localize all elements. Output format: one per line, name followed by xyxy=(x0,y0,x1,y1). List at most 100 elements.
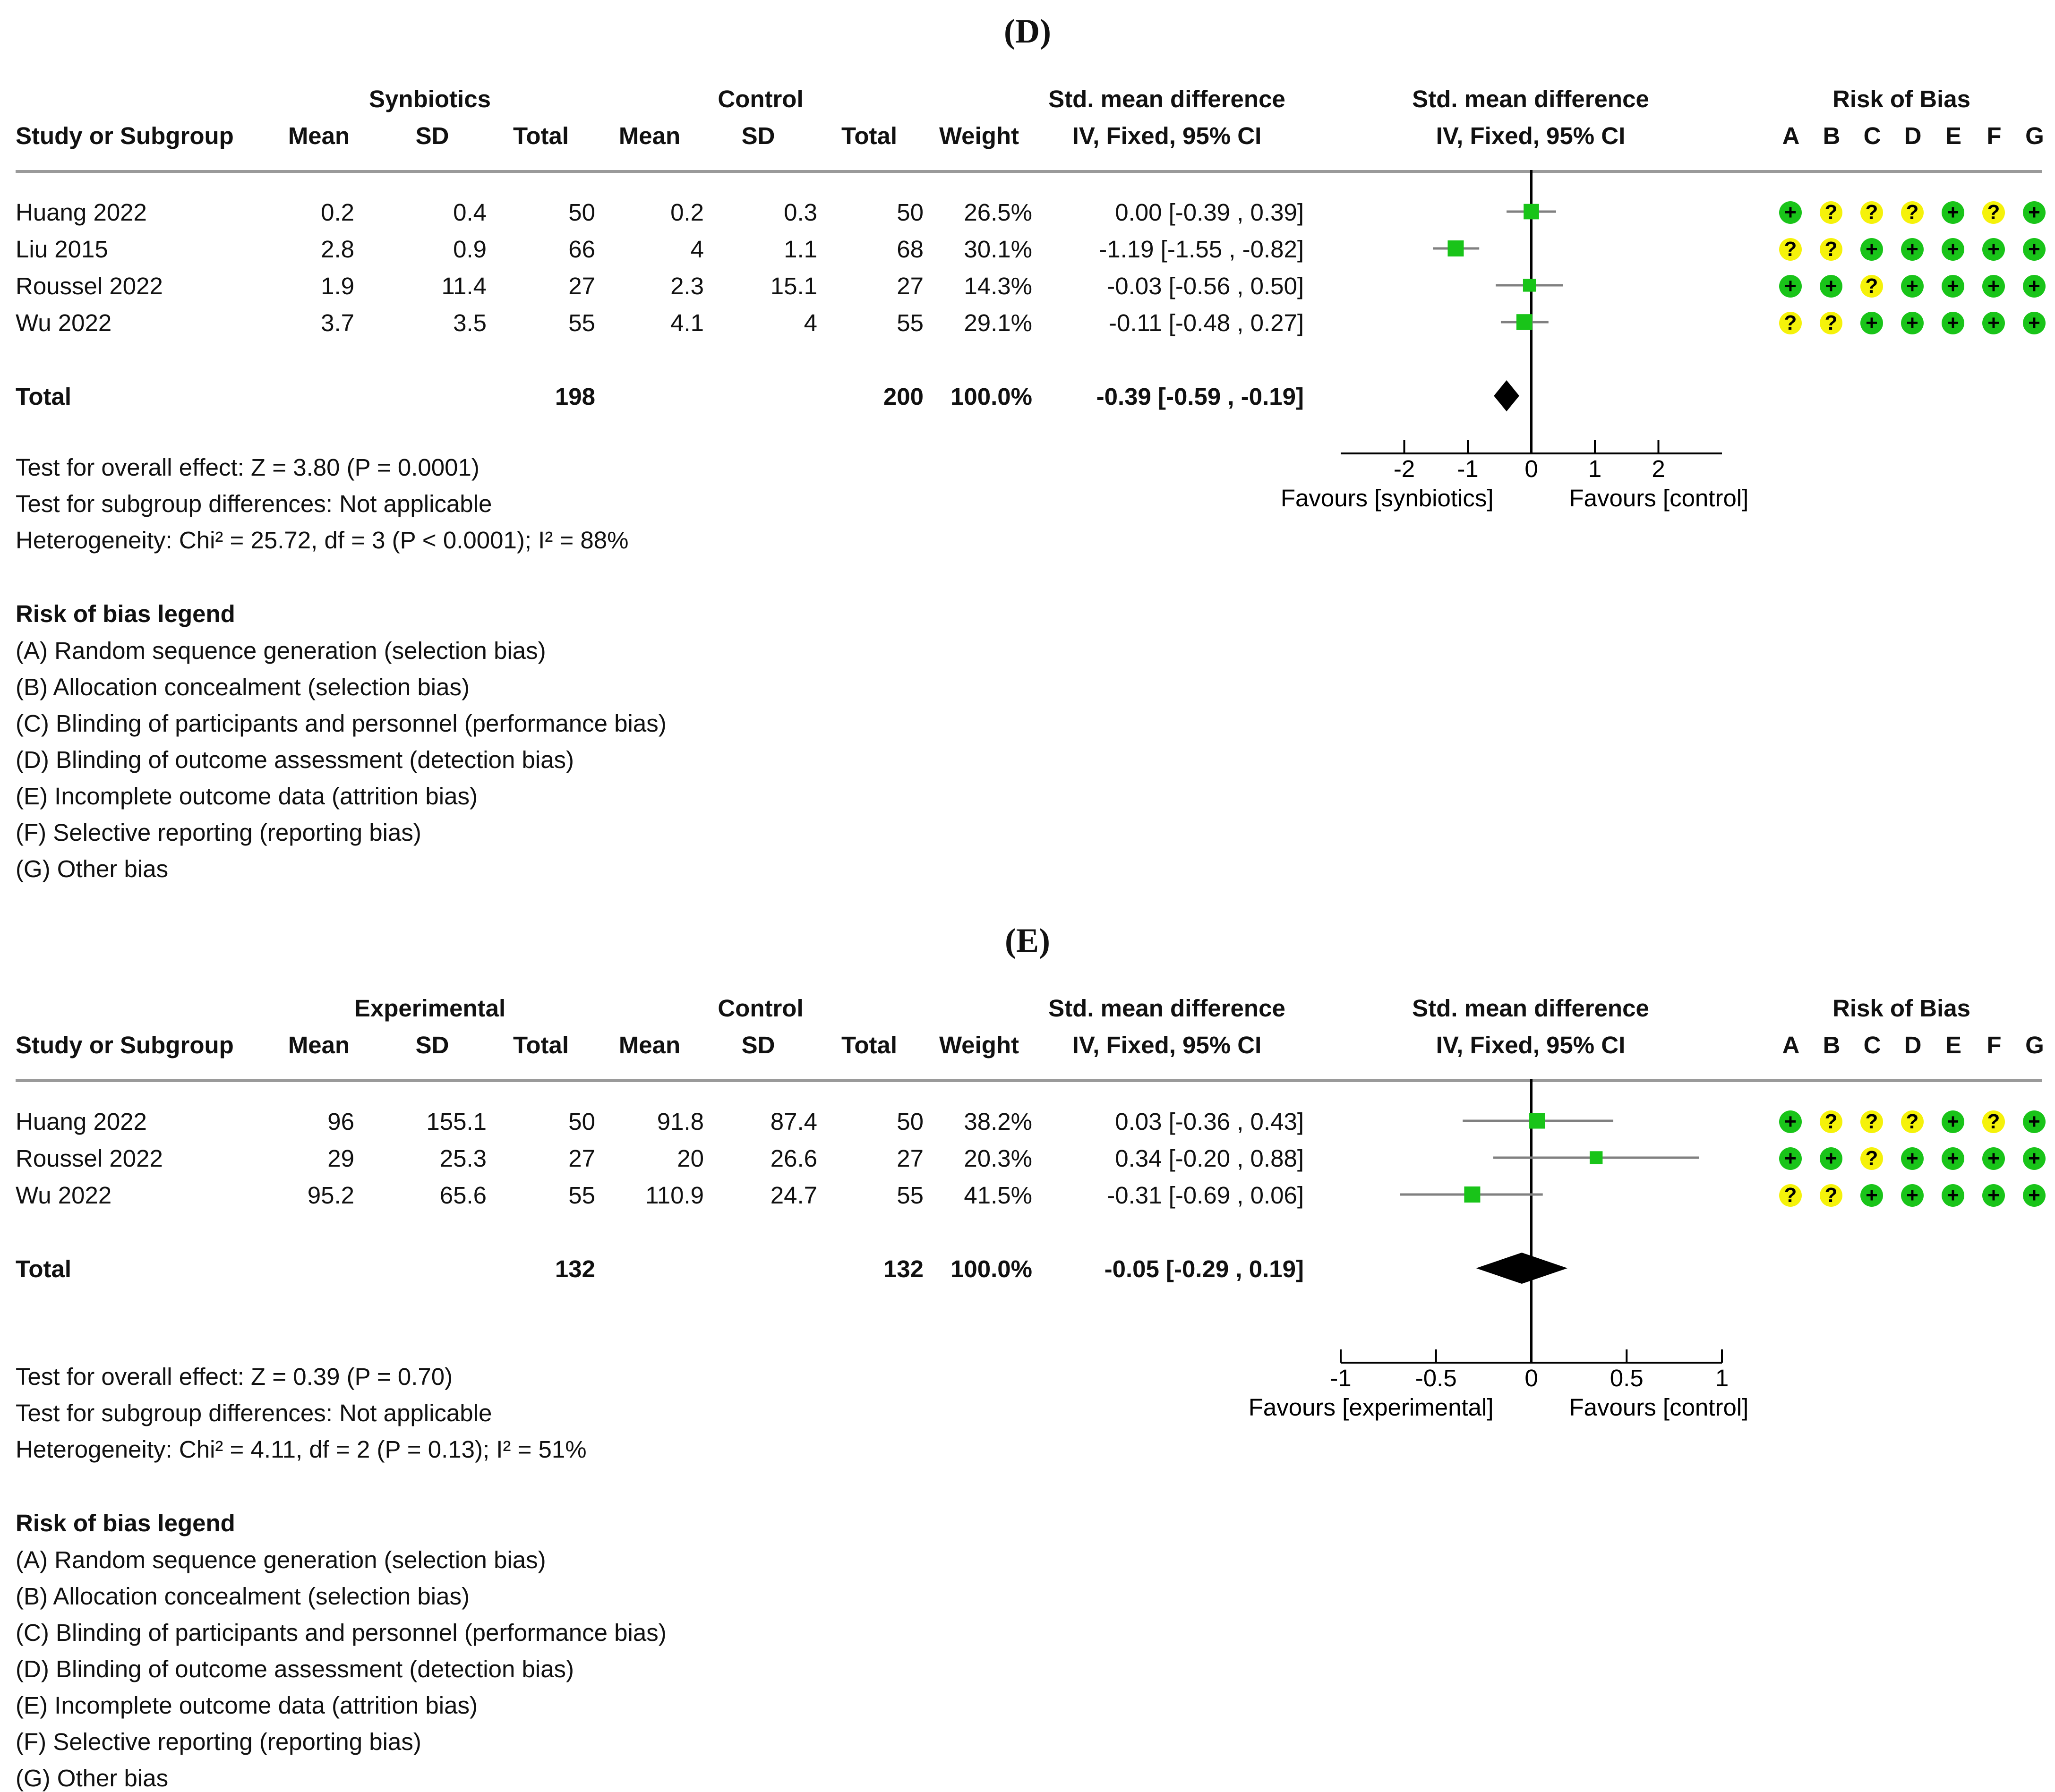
cell-ci: -0.11 [-0.48 , 0.27] xyxy=(1109,309,1304,336)
rob-domain-header: A xyxy=(1782,1032,1800,1058)
rob-unclear-icon: ? xyxy=(1901,1110,1924,1133)
rob-low-icon: + xyxy=(1942,1110,1964,1133)
col-header-total1: Total xyxy=(513,1032,569,1058)
group2-header: Control xyxy=(718,995,804,1022)
rob-unclear-icon: ? xyxy=(1982,1110,2005,1133)
cell-sd2: 26.6 xyxy=(770,1145,817,1172)
total-n2: 132 xyxy=(883,1255,924,1282)
panel-label: (E) xyxy=(0,921,2055,960)
cell-mean2: 20 xyxy=(677,1145,704,1172)
cell-sd2: 87.4 xyxy=(770,1108,817,1135)
x-tick-label: 0 xyxy=(1524,455,1538,482)
rob-low-icon: + xyxy=(2023,238,2046,261)
rob-domain-header: G xyxy=(2025,122,2044,149)
cell-ci: -0.31 [-0.69 , 0.06] xyxy=(1107,1182,1304,1209)
effect-header-2: IV, Fixed, 95% CI xyxy=(1072,1032,1262,1058)
study-effect-marker xyxy=(1529,1113,1545,1129)
cell-weight: 38.2% xyxy=(964,1108,1032,1135)
panel-label: (D) xyxy=(0,12,2055,51)
pooled-effect-diamond xyxy=(1494,380,1519,411)
x-tick-label: 0.5 xyxy=(1610,1365,1644,1391)
rob-unclear-icon: ? xyxy=(1860,274,1883,298)
group1-header: Synbiotics xyxy=(369,85,491,112)
col-header-sd1: SD xyxy=(415,1032,449,1058)
cell-sd1: 155.1 xyxy=(426,1108,487,1135)
col-header-weight: Weight xyxy=(939,122,1019,149)
cell-study: Huang 2022 xyxy=(16,199,147,226)
rob-unclear-icon: ? xyxy=(1820,1184,1842,1207)
rob-domain-header: E xyxy=(1945,122,1962,149)
total-n1: 198 xyxy=(555,383,595,410)
rob-low-icon: + xyxy=(1779,1147,1802,1170)
study-effect-marker xyxy=(1524,204,1539,220)
rob-low-icon: + xyxy=(1982,274,2005,298)
x-tick-label: -0.5 xyxy=(1415,1365,1457,1391)
study-effect-marker xyxy=(1516,314,1533,330)
cell-total2: 50 xyxy=(897,1108,924,1135)
cell-sd2: 4 xyxy=(804,309,817,336)
rob-unclear-icon: ? xyxy=(1860,1147,1883,1170)
rob-low-icon: + xyxy=(1982,1147,2005,1170)
forest-header-1: Std. mean difference xyxy=(1412,85,1649,112)
study-effect-marker xyxy=(1523,279,1536,292)
cell-study: Wu 2022 xyxy=(16,1182,112,1209)
col-header-study: Study or Subgroup xyxy=(16,122,234,149)
cell-mean1: 2.8 xyxy=(321,236,354,263)
header-rule xyxy=(16,1079,2042,1082)
cell-ci: 0.03 [-0.36 , 0.43] xyxy=(1115,1108,1304,1135)
rob-legend-item: (E) Incomplete outcome data (attrition b… xyxy=(16,1692,478,1719)
favours-right-label: Favours [control] xyxy=(1569,1394,1749,1421)
rob-legend-title: Risk of bias legend xyxy=(16,600,235,627)
rob-domain-header: B xyxy=(1823,1032,1841,1058)
x-tick-label: 0 xyxy=(1524,1365,1538,1391)
cell-mean2: 4 xyxy=(690,236,704,263)
rob-unclear-icon: ? xyxy=(1820,238,1842,261)
rob-low-icon: + xyxy=(1942,1147,1964,1170)
rob-header: Risk of Bias xyxy=(1832,995,1970,1022)
overall-test-note: Heterogeneity: Chi² = 25.72, df = 3 (P <… xyxy=(16,527,629,554)
cell-total1: 55 xyxy=(568,309,595,336)
cell-mean1: 1.9 xyxy=(321,273,354,299)
cell-mean1: 29 xyxy=(327,1145,354,1172)
cell-total1: 55 xyxy=(568,1182,595,1209)
rob-low-icon: + xyxy=(1779,201,1802,224)
rob-low-icon: + xyxy=(1942,1184,1964,1207)
rob-low-icon: + xyxy=(1820,274,1842,298)
cell-total1: 27 xyxy=(568,273,595,299)
x-tick-label: -1 xyxy=(1457,455,1478,482)
rob-low-icon: + xyxy=(1901,238,1924,261)
total-n2: 200 xyxy=(883,383,924,410)
rob-low-icon: + xyxy=(1860,311,1883,334)
x-tick-label: -2 xyxy=(1394,455,1415,482)
rob-low-icon: + xyxy=(2023,201,2046,224)
total-label: Total xyxy=(16,383,72,410)
overall-test-note: Test for subgroup differences: Not appli… xyxy=(16,1399,492,1426)
forest-plot: -2 -1 0 1 2 Favours [synbiotics] Favours [cont… xyxy=(1281,170,1748,512)
rob-low-icon: + xyxy=(2023,1110,2046,1133)
rob-domain-header: D xyxy=(1904,122,1922,149)
forest-header-1: Std. mean difference xyxy=(1412,995,1649,1022)
rob-low-icon: + xyxy=(1982,1184,2005,1207)
rob-legend-item: (A) Random sequence generation (selectio… xyxy=(16,637,546,664)
cell-weight: 14.3% xyxy=(964,273,1032,299)
rob-legend-item: (D) Blinding of outcome assessment (dete… xyxy=(16,746,574,773)
cell-study: Wu 2022 xyxy=(16,309,112,336)
cell-ci: 0.00 [-0.39 , 0.39] xyxy=(1115,199,1304,226)
cell-total2: 27 xyxy=(897,273,924,299)
cell-study: Liu 2015 xyxy=(16,236,108,263)
rob-low-icon: + xyxy=(1942,311,1964,334)
panel-label-text: (D) xyxy=(1004,12,1051,50)
cell-sd1: 65.6 xyxy=(439,1182,487,1209)
cell-total2: 55 xyxy=(897,1182,924,1209)
overall-test-note: Heterogeneity: Chi² = 4.11, df = 2 (P = … xyxy=(16,1436,587,1463)
rob-low-icon: + xyxy=(1942,238,1964,261)
forest-panel-d: (D) Synbiotics Control Std. mean difference… xyxy=(0,0,2055,882)
favours-left-label: Favours [synbiotics] xyxy=(1281,485,1494,512)
effect-header-2: IV, Fixed, 95% CI xyxy=(1072,122,1262,149)
rob-unclear-icon: ? xyxy=(1820,1110,1842,1133)
rob-unclear-icon: ? xyxy=(1901,201,1924,224)
rob-domain-header: C xyxy=(1863,122,1881,149)
cell-mean1: 3.7 xyxy=(321,309,354,336)
rob-legend-item: (E) Incomplete outcome data (attrition b… xyxy=(16,783,478,810)
rob-low-icon: + xyxy=(1942,274,1964,298)
